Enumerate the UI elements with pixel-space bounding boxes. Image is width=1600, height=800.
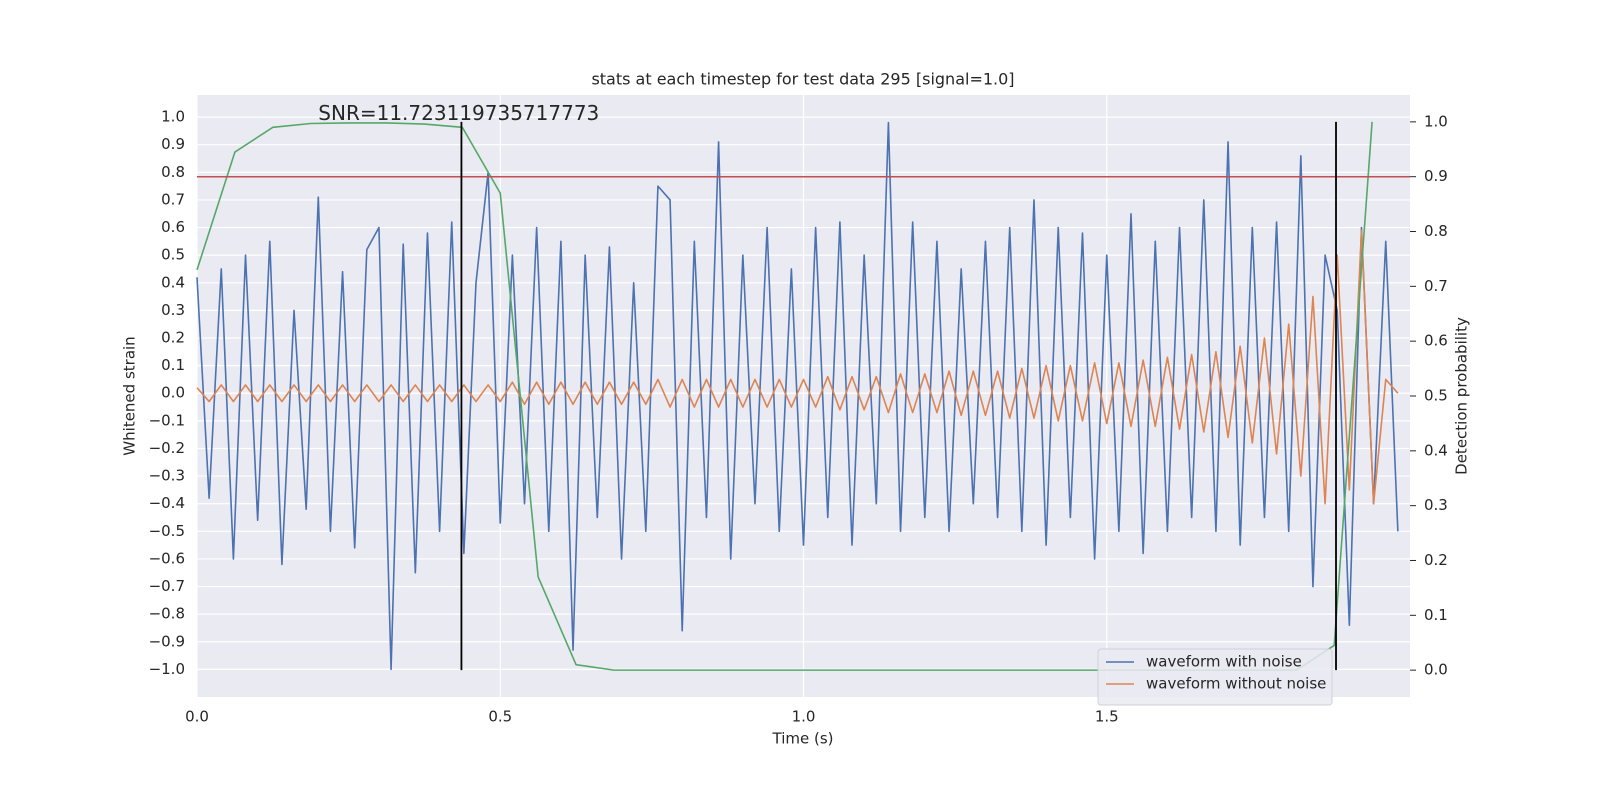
y2-tick-label: 0.9 [1424,167,1448,185]
legend-label: waveform without noise [1146,675,1326,693]
y2-tick-label: 0.1 [1424,606,1448,624]
y2-tick-label: 0.6 [1424,332,1448,350]
y-tick-label: −0.4 [149,494,185,512]
legend: waveform with noise waveform without nois… [1097,648,1333,706]
y-tick-label: −0.1 [149,411,185,429]
x-axis-label: Time (s) [772,730,834,748]
y-tick-label: −0.2 [149,439,185,457]
y2-tick-label: 0.5 [1424,387,1448,405]
y-tick-label: −0.3 [149,467,185,485]
y-tick-label: −0.6 [149,549,185,567]
y2-tick-label: 0.0 [1424,661,1448,679]
y-axis-label: Whitened strain [121,336,139,455]
y-tick-label: 0.2 [161,329,185,347]
y-tick-label: 1.0 [161,108,185,126]
y-tick-label: 0.0 [161,384,185,402]
y-tick-label: −0.7 [149,577,185,595]
y2-tick-label: 0.7 [1424,277,1448,295]
legend-label: waveform with noise [1146,653,1302,671]
y2-tick-label: 1.0 [1424,112,1448,130]
y2-tick-label: 0.2 [1424,551,1448,569]
y-tick-label: 0.4 [161,273,185,291]
y-tick-label: −1.0 [149,660,185,678]
chart-title: stats at each timestep for test data 295… [591,70,1014,89]
legend-box [1097,648,1333,706]
y-tick-label: −0.8 [149,605,185,623]
x-tick-label: 0.0 [185,708,209,726]
x-tick-label: 1.5 [1095,708,1119,726]
series-line [196,229,1399,505]
y-tick-label: −0.5 [149,522,185,540]
series-line [196,121,1399,671]
y2-tick-label: 0.4 [1424,441,1448,459]
annotation: SNR=11.723119735717773 [318,101,599,125]
y-tick-label: 0.5 [161,246,185,264]
x-tick-label: 0.5 [488,708,512,726]
y2-tick-label: 0.8 [1424,222,1448,240]
y2-tick-label: 0.3 [1424,496,1448,514]
y-tick-label: 0.3 [161,301,185,319]
y-tick-label: 0.8 [161,163,185,181]
y2-axis-label: Detection probability [1453,317,1471,475]
y-tick-label: 0.9 [161,135,185,153]
y-tick-label: 0.1 [161,356,185,374]
y-tick-label: −0.9 [149,632,185,650]
y-tick-label: 0.6 [161,218,185,236]
y-tick-label: 0.7 [161,190,185,208]
overlay: 0.0 0.5 1.0 1.5 −1.0 −0.9 −0.8 −0.7 −0.6 −0.5 −0.4… [149,101,1448,726]
x-tick-label: 1.0 [792,708,816,726]
